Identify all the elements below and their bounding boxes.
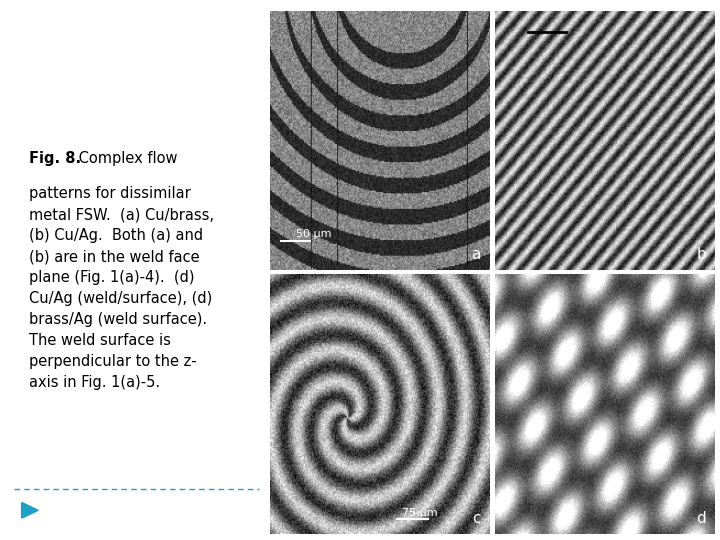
Text: a: a [472, 247, 481, 262]
Text: Fig. 8.: Fig. 8. [29, 151, 81, 166]
FancyArrow shape [22, 503, 38, 518]
Text: patterns for dissimilar
metal FSW.  (a) Cu/brass,
(b) Cu/Ag.  Both (a) and
(b) a: patterns for dissimilar metal FSW. (a) C… [29, 186, 214, 390]
Text: b: b [696, 247, 706, 262]
Text: c: c [472, 511, 481, 526]
Text: Complex flow: Complex flow [74, 151, 178, 166]
Text: 75 µm: 75 µm [402, 508, 437, 518]
Text: 50 µm: 50 µm [297, 229, 332, 239]
Text: d: d [696, 511, 706, 526]
